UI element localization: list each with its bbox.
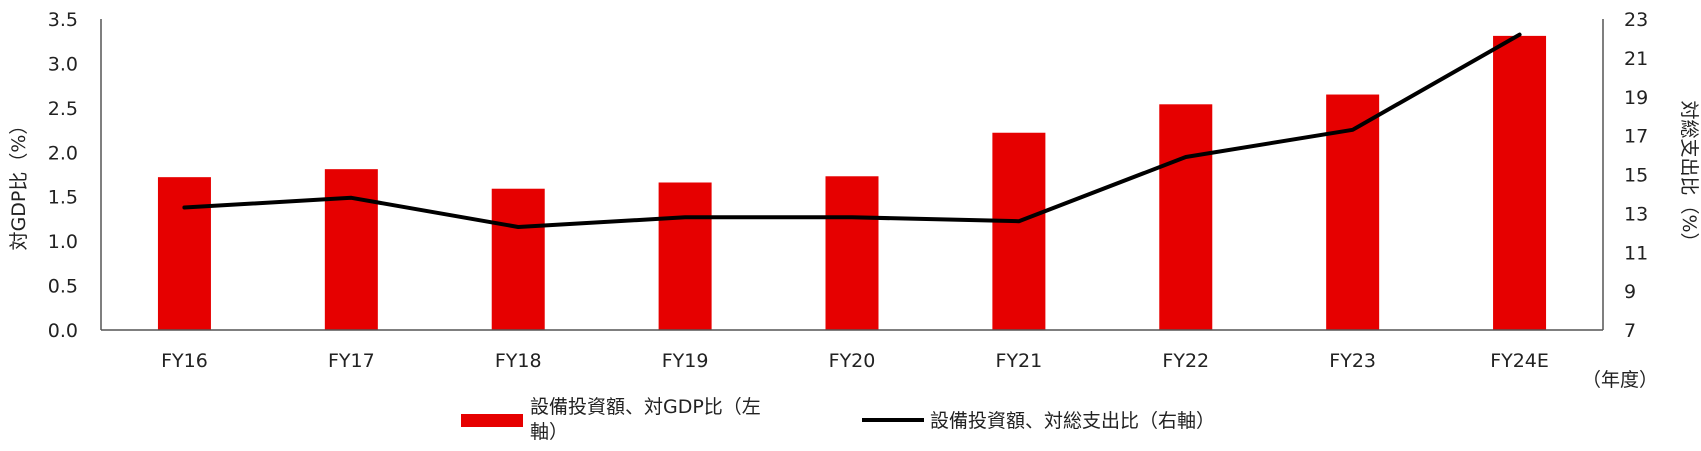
left-tick-label: 0.5: [48, 276, 78, 298]
category-label: FY17: [328, 350, 375, 372]
bar-FY21: [992, 132, 1046, 330]
left-axis-title: 対GDP比（%）: [8, 116, 30, 251]
left-axis-ticks: 0.0 0.5 1.0 1.5 2.0 2.5 3.0 3.5: [48, 9, 78, 342]
category-label: FY18: [495, 350, 542, 372]
right-tick-label: 7: [1624, 320, 1636, 342]
category-label: FY21: [996, 350, 1043, 372]
category-label: FY20: [829, 350, 876, 372]
legend: 設備投資額、対GDP比（左 軸） 設備投資額、対総支出比（右軸）: [461, 396, 1215, 443]
category-label: FY16: [161, 350, 208, 372]
left-tick-label: 2.0: [48, 142, 78, 164]
line-series: [182, 32, 1522, 229]
category-label: FY22: [1162, 350, 1209, 372]
right-axis-title: 対総支出比（%）: [1678, 100, 1700, 251]
legend-bar-label-line1: 設備投資額、対GDP比（左: [530, 396, 761, 418]
bar-FY18: [491, 188, 545, 330]
left-tick-label: 3.5: [48, 9, 78, 31]
axes: [100, 19, 1604, 331]
right-tick-label: 15: [1624, 165, 1648, 187]
right-tick-label: 13: [1624, 203, 1648, 225]
left-tick-label: 1.0: [48, 231, 78, 253]
right-tick-label: 21: [1624, 48, 1648, 70]
bar-FY24E: [1493, 35, 1547, 330]
bar-series: [157, 35, 1547, 331]
legend-bar-label-line2: 軸）: [530, 421, 568, 443]
right-tick-label: 23: [1624, 9, 1648, 31]
category-label: FY23: [1329, 350, 1376, 372]
left-tick-label: 1.5: [48, 187, 78, 209]
bar-FY17: [324, 169, 378, 330]
bar-FY16: [157, 177, 211, 330]
bar-FY19: [658, 182, 712, 330]
left-tick-label: 0.0: [48, 320, 78, 342]
bar-FY22: [1159, 104, 1213, 330]
category-labels: FY16 FY17 FY18 FY19 FY20 FY21 FY22 FY23 FY24E: [161, 350, 1549, 372]
right-tick-label: 9: [1624, 281, 1636, 303]
right-tick-label: 11: [1624, 242, 1648, 264]
right-axis-ticks: 7 9 11 13 15 17 19 21 23: [1624, 9, 1648, 342]
left-tick-label: 2.5: [48, 98, 78, 120]
right-tick-label: 19: [1624, 87, 1648, 109]
x-axis-unit-label: （年度）: [1582, 369, 1658, 391]
category-label: FY19: [662, 350, 709, 372]
legend-bar-swatch: [461, 414, 523, 427]
left-tick-label: 3.0: [48, 53, 78, 75]
right-tick-label: 17: [1624, 126, 1648, 148]
legend-line-label: 設備投資額、対総支出比（右軸）: [930, 410, 1215, 432]
category-label: FY24E: [1490, 350, 1549, 372]
bar-FY20: [825, 176, 879, 330]
